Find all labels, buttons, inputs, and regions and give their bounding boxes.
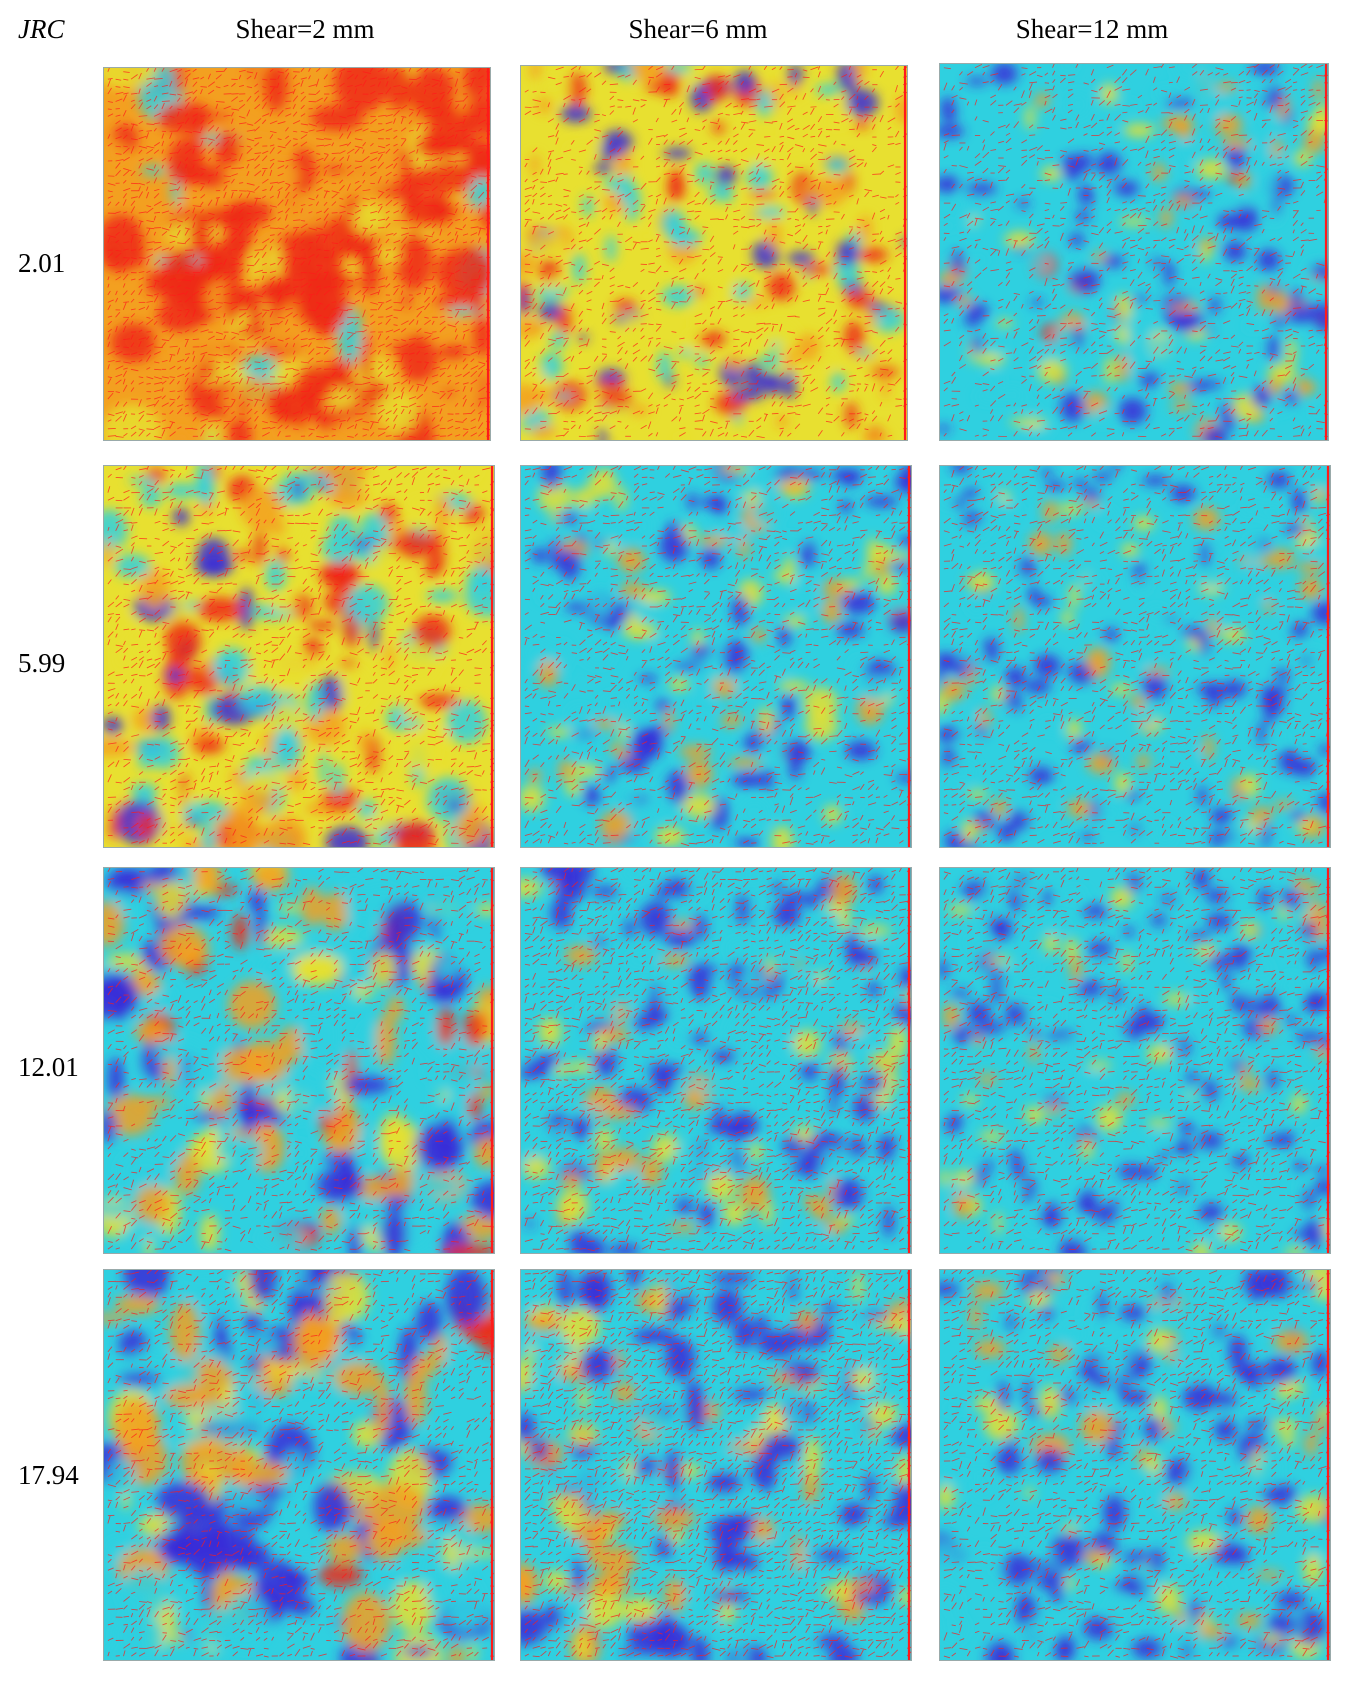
column-header-shear-6mm: Shear=6 mm <box>498 14 898 45</box>
panel-jrc-2-01-shear-12mm <box>939 63 1329 441</box>
panel-jrc-17-94-shear-6mm <box>520 1269 912 1661</box>
row-label-jrc-2-01: 2.01 <box>18 248 65 279</box>
panel-jrc-12-01-shear-2mm <box>103 867 495 1254</box>
panel-jrc-2-01-shear-6mm <box>520 65 908 441</box>
panel-jrc-12-01-shear-6mm <box>520 867 912 1254</box>
panel-jrc-17-94-shear-12mm <box>939 1269 1331 1661</box>
panel-jrc-2-01-shear-2mm <box>103 67 491 441</box>
row-axis-label: JRC <box>18 14 65 45</box>
panel-jrc-12-01-shear-12mm <box>939 867 1331 1254</box>
row-label-jrc-17-94: 17.94 <box>18 1460 79 1491</box>
panel-jrc-5-99-shear-12mm <box>939 465 1331 848</box>
panel-jrc-5-99-shear-2mm <box>103 465 495 848</box>
panel-jrc-5-99-shear-6mm <box>520 465 912 848</box>
panel-jrc-17-94-shear-2mm <box>103 1269 495 1661</box>
column-header-shear-12mm: Shear=12 mm <box>892 14 1292 45</box>
row-label-jrc-5-99: 5.99 <box>18 648 65 679</box>
column-header-shear-2mm: Shear=2 mm <box>105 14 505 45</box>
row-label-jrc-12-01: 12.01 <box>18 1052 79 1083</box>
